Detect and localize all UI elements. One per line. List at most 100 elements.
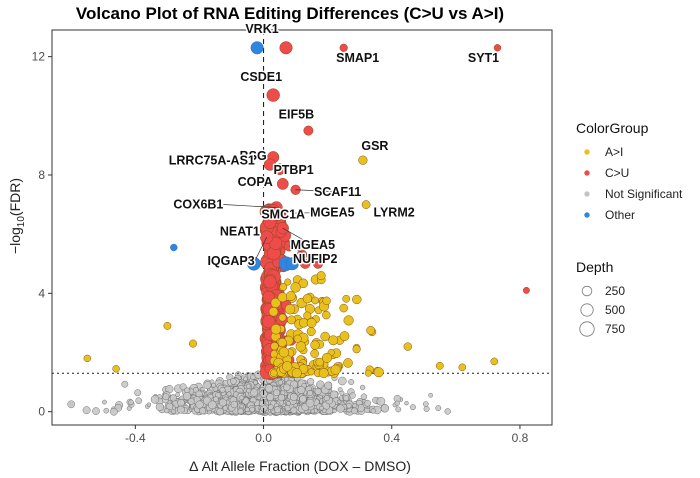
ns-point	[360, 393, 368, 400]
ai-point	[343, 315, 354, 326]
ai-point	[277, 337, 287, 348]
ai-point	[277, 292, 288, 303]
ns-point	[404, 401, 409, 406]
gene-label-cox6b1: COX6B1	[173, 198, 223, 212]
ns-point	[237, 408, 244, 415]
ai-point	[268, 306, 279, 317]
ai-point	[322, 310, 331, 320]
ns-point	[216, 407, 224, 416]
ns-point	[376, 396, 386, 406]
extra-point-14	[403, 342, 412, 351]
ns-point	[222, 405, 228, 411]
ns-point	[187, 398, 195, 405]
gene-label-lrrc75a-as1: LRRC75A-AS1	[169, 154, 255, 168]
gene-point-2	[493, 44, 502, 52]
legend-size-swatch-0	[581, 285, 593, 297]
ns-point	[286, 401, 291, 406]
ns-point	[155, 402, 165, 412]
ns-point	[195, 400, 204, 409]
x-tick-label-1: 0.0	[255, 431, 272, 445]
gene-label-gsr: GSR	[361, 139, 388, 153]
ai-point	[366, 325, 376, 335]
ns-point	[121, 380, 129, 388]
gene-label-smap1: SMAP1	[336, 51, 379, 65]
ns-point	[297, 385, 306, 395]
ai-point	[310, 349, 319, 358]
ns-point	[277, 379, 284, 386]
ns-point	[230, 400, 238, 409]
y-tick-label-3: 12	[32, 50, 46, 64]
significant-points	[83, 41, 530, 381]
ns-point	[266, 393, 275, 402]
ns-point	[245, 383, 252, 389]
ns-point	[348, 378, 355, 386]
extra-point-2	[312, 258, 324, 269]
y-axis-title-suffix: (FDR)	[7, 178, 23, 216]
gene-label-eif5b: EIF5B	[279, 108, 314, 122]
ns-point	[177, 398, 185, 407]
extra-point-9	[189, 339, 197, 348]
gene-labels: VRK1 SMAP1 SYT1 CSDE1 EIF5B GSR BSGLRRC75A-AS1…	[167, 20, 500, 269]
ns-point	[409, 404, 416, 411]
gene-label-vrk1: VRK1	[245, 22, 278, 36]
ai-point	[343, 358, 353, 368]
legend-size-swatch-1	[580, 303, 594, 317]
ns-point	[218, 398, 227, 407]
gene-label-mgea5: MGEA5	[291, 238, 336, 252]
other-point-4	[170, 243, 178, 252]
ns-point	[359, 384, 366, 391]
ai-point	[364, 369, 372, 377]
extra-point-15	[435, 361, 444, 370]
gene-point-1	[339, 43, 348, 52]
x-tick-label-2: 0.4	[383, 431, 400, 445]
ai-point	[330, 364, 341, 375]
ns-point	[230, 378, 237, 385]
legend-swatch-1	[584, 170, 590, 176]
ns-point	[323, 395, 330, 402]
ns-point	[67, 400, 76, 409]
ns-point	[177, 405, 185, 414]
extra-point-0	[522, 286, 530, 294]
ai-point	[339, 331, 350, 341]
ns-point	[103, 407, 110, 414]
ns-point	[239, 395, 244, 401]
extra-point-6	[339, 303, 348, 313]
legend-size-label-0: 250	[605, 284, 625, 298]
x-axis-title: Δ Alt Allele Fraction (DOX – DMSO)	[189, 458, 411, 474]
ai-point	[352, 294, 362, 305]
gene-point-9	[276, 178, 289, 190]
ai-point	[270, 342, 279, 351]
ns-point	[370, 408, 376, 414]
extra-point-10	[83, 354, 91, 363]
gene-point-15	[263, 215, 277, 229]
ns-point	[349, 392, 356, 399]
ns-point	[224, 385, 232, 393]
gene-point-5	[358, 155, 368, 165]
ai-point	[295, 341, 306, 352]
ns-point	[380, 404, 390, 413]
gene-point-4	[303, 125, 314, 136]
ns-point	[226, 391, 232, 397]
x-tick-label-0: -0.4	[125, 431, 146, 445]
gene-label-bsg: BSG	[240, 149, 267, 163]
ai-point	[293, 334, 302, 343]
ns-point	[169, 394, 177, 402]
ns-point	[337, 387, 343, 393]
ns-point	[274, 406, 282, 414]
ns-point	[219, 386, 226, 393]
ns-point	[305, 398, 315, 408]
legend-size-label-1: 500	[605, 303, 625, 317]
ns-point	[165, 402, 174, 411]
ns-point	[243, 376, 248, 382]
gene-label-smc1a: SMC1A	[261, 208, 305, 222]
ai-point	[322, 296, 331, 306]
gene-label-syt1: SYT1	[468, 51, 499, 65]
ai-point	[278, 313, 287, 322]
gene-label-nufip2: NUFIP2	[293, 252, 338, 266]
ns-point	[273, 389, 281, 397]
ai-point	[298, 278, 309, 289]
ai-point	[315, 357, 325, 367]
ns-point	[423, 405, 430, 412]
connector-14	[276, 212, 333, 214]
cu-point	[262, 290, 275, 303]
